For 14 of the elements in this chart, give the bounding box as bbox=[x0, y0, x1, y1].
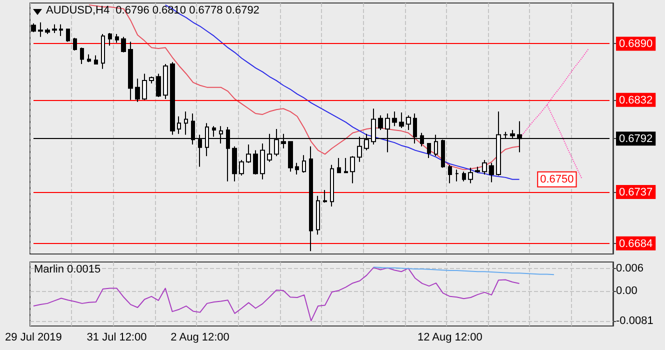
y-tick-label: 0.00 bbox=[616, 284, 638, 297]
y-tick-label: 0.6890 bbox=[619, 38, 653, 50]
x-tick-label: 29 Jul 2019 bbox=[5, 332, 62, 344]
y-tick-label: 0.6832 bbox=[619, 94, 653, 106]
x-tick-label: 12 Aug 12:00 bbox=[417, 332, 482, 344]
y-tick-label: 0.6737 bbox=[619, 186, 653, 198]
y-tick-label: 0.6792 bbox=[619, 133, 653, 146]
x-tick-label: 2 Aug 12:00 bbox=[170, 332, 230, 344]
y-tick-label: 0.6684 bbox=[619, 238, 653, 250]
annotation: 0.6750 bbox=[540, 173, 574, 186]
y-tick-label: -0.0081 bbox=[616, 314, 654, 327]
chart-title: Marlin 0.0015 bbox=[34, 264, 101, 276]
x-tick-label: 31 Jul 12:00 bbox=[86, 332, 147, 344]
y-tick-label: 0.006 bbox=[616, 262, 644, 275]
